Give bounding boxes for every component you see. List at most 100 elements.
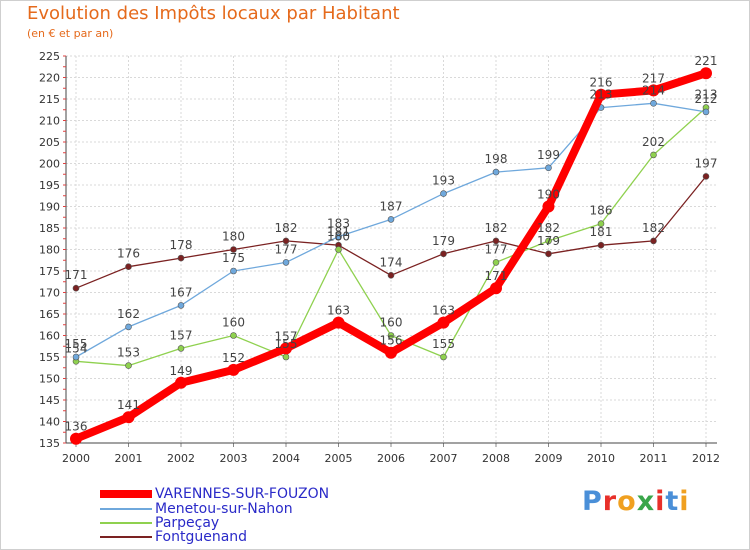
data-label: 136 <box>65 420 88 434</box>
y-tick-label: 175 <box>39 265 60 278</box>
data-label: 213 <box>695 88 718 102</box>
data-label: 155 <box>275 337 298 351</box>
data-point <box>595 88 607 101</box>
data-point <box>542 200 555 213</box>
data-point <box>227 363 240 376</box>
data-point <box>650 100 657 107</box>
y-tick-label: 165 <box>39 308 60 321</box>
data-point <box>385 346 397 359</box>
data-point <box>282 237 290 245</box>
data-label: 179 <box>537 234 560 248</box>
logo-letter: o <box>617 486 637 517</box>
data-label: 156 <box>380 334 403 348</box>
legend-swatch <box>100 522 152 524</box>
data-label: 180 <box>327 230 350 244</box>
logo-letter: r <box>602 486 618 517</box>
data-label: 221 <box>695 54 718 68</box>
data-label: 153 <box>117 346 140 360</box>
data-label: 182 <box>275 221 298 235</box>
data-label: 186 <box>590 204 613 218</box>
logo-letter: i <box>679 486 690 517</box>
data-point <box>437 316 450 329</box>
x-tick-label: 2007 <box>430 452 458 465</box>
data-point <box>72 353 80 361</box>
data-point <box>230 267 237 275</box>
chart-subtitle: (en € et par an) <box>27 27 114 40</box>
data-point <box>700 67 712 80</box>
data-label: 163 <box>327 304 350 318</box>
x-tick-label: 2012 <box>692 452 720 465</box>
x-tick-label: 2008 <box>482 452 510 465</box>
data-point <box>492 168 500 176</box>
data-point <box>545 164 552 172</box>
data-label: 182 <box>642 221 665 235</box>
legend-item: Parpeçay <box>100 515 220 531</box>
data-point <box>597 220 605 227</box>
data-point <box>125 263 132 271</box>
legend-label: Parpeçay <box>155 515 220 531</box>
data-point <box>177 254 185 262</box>
y-tick-label: 150 <box>39 373 60 386</box>
data-point <box>280 342 292 355</box>
data-label: 171 <box>485 269 508 283</box>
legend-label: Fontguenand <box>155 529 248 545</box>
legend-item: Fontguenand <box>100 529 248 545</box>
data-label: 149 <box>170 364 193 378</box>
x-tick-label: 2004 <box>272 452 300 465</box>
data-label: 155 <box>65 337 88 351</box>
data-label: 157 <box>170 328 193 342</box>
data-label: 141 <box>117 398 140 412</box>
series-varennes-sur-fouzon <box>70 67 712 445</box>
series-parpe-ay <box>72 104 710 369</box>
y-tick-label: 140 <box>39 416 60 429</box>
data-label: 176 <box>117 247 140 261</box>
data-point <box>177 302 185 309</box>
data-label: 163 <box>432 304 455 318</box>
y-tick-label: 180 <box>39 244 60 257</box>
x-tick-label: 2001 <box>115 452 143 465</box>
data-point <box>702 108 710 116</box>
x-tick-label: 2000 <box>62 452 90 465</box>
data-label: 182 <box>485 221 508 235</box>
x-tick-label: 2006 <box>377 452 405 465</box>
data-point <box>597 241 605 249</box>
data-label: 152 <box>222 351 245 365</box>
data-point <box>122 411 135 424</box>
x-tick-label: 2002 <box>167 452 195 465</box>
data-point <box>387 216 395 223</box>
y-tick-label: 215 <box>39 93 60 106</box>
data-label: 154 <box>65 341 88 355</box>
data-point <box>545 237 552 245</box>
data-label: 175 <box>222 251 245 265</box>
legend-item: VARENNES-SUR-FOUZON <box>100 486 329 502</box>
y-tick-label: 155 <box>39 351 60 364</box>
data-point <box>125 362 132 369</box>
data-point <box>125 323 132 331</box>
data-label: 197 <box>695 156 718 170</box>
x-tick-label: 2011 <box>640 452 668 465</box>
data-label: 187 <box>380 199 403 213</box>
data-label: 217 <box>642 71 665 85</box>
proxiti-logo: Proxiti <box>582 486 690 517</box>
legend-swatch <box>100 508 152 510</box>
data-label: 182 <box>537 221 560 235</box>
x-tick-label: 2009 <box>535 452 563 465</box>
series-fontguenand <box>72 173 710 292</box>
data-label: 162 <box>117 307 140 321</box>
data-label: 199 <box>537 148 560 162</box>
data-label: 178 <box>170 238 193 252</box>
y-tick-label: 185 <box>39 222 60 235</box>
data-label: 177 <box>485 242 508 256</box>
data-label: 181 <box>590 225 613 239</box>
data-point <box>282 353 290 361</box>
data-point <box>490 282 502 295</box>
y-tick-label: 200 <box>39 158 60 171</box>
y-tick-label: 220 <box>39 72 60 85</box>
legend-item: Menetou-sur-Nahon <box>100 501 293 517</box>
data-label: 181 <box>327 225 350 239</box>
data-label: 212 <box>695 92 718 106</box>
chart-title: Evolution des Impôts locaux par Habitant <box>27 3 400 24</box>
y-tick-label: 135 <box>39 437 60 450</box>
data-label: 160 <box>222 316 245 330</box>
